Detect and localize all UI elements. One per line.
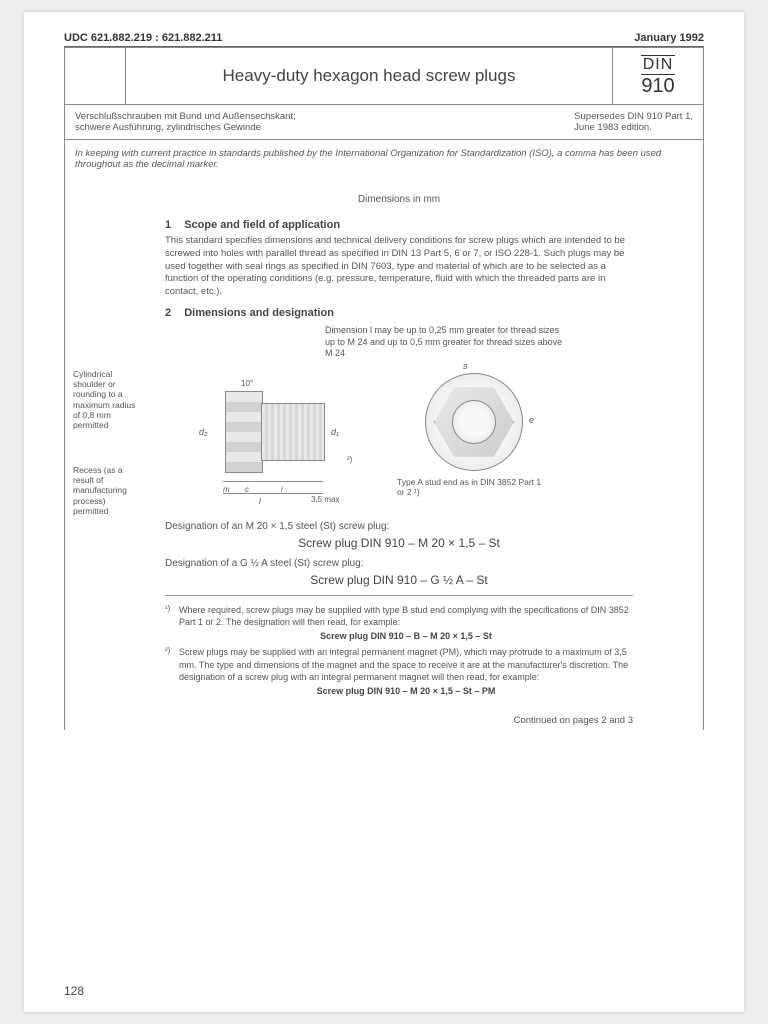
german-subtitle: Verschlußschrauben mit Bund und Außensec… [75, 111, 296, 133]
side-view-drawing: 10° d₂ d₁ m c i l 3,5 max ²) [215, 381, 365, 491]
doc-title: Heavy-duty hexagon head screw plugs [126, 48, 613, 104]
section-2-heading: 2 Dimensions and designation [165, 307, 633, 319]
angle-label: 10° [241, 379, 253, 388]
supersedes-note: Supersedes DIN 910 Part 1, June 1983 edi… [574, 111, 693, 133]
section-1-text: This standard specifies dimensions and t… [165, 235, 633, 299]
footnote-1: ¹) Where required, screw plugs may be su… [165, 604, 633, 642]
hex-outer-circle [425, 373, 523, 471]
shoulder-label: Cylindrical shoulder or rounding to a ma… [73, 369, 143, 430]
designation-1-lead: Designation of an M 20 × 1,5 steel (St) … [165, 521, 633, 532]
e-label: e [529, 415, 534, 425]
technical-diagram: Dimension l may be up to 0,25 mm greater… [165, 325, 633, 515]
footnote-2: ²) Screw plugs may be supplied with an i… [165, 646, 633, 697]
title-left-cell [65, 48, 126, 104]
max35-label: 3,5 max [311, 495, 339, 504]
body: Dimensions in mm 1 Scope and field of ap… [64, 170, 704, 730]
hex-inner-circle [452, 400, 496, 444]
meta-row: Verschlußschrauben mit Bund und Außensec… [64, 105, 704, 140]
title-box: Heavy-duty hexagon head screw plugs DIN … [64, 47, 704, 105]
d2-label: d₂ [199, 427, 207, 437]
din-number: 910 [641, 75, 674, 98]
d1-label: d₁ [331, 427, 339, 437]
recess-label: Recess (as a result of manufacturing pro… [73, 465, 143, 516]
dimension-l-note: Dimension l may be up to 0,25 mm greater… [325, 325, 565, 360]
udc-code: UDC 621.882.219 : 621.882.211 [64, 32, 222, 44]
din-label: DIN [641, 55, 676, 75]
page-number: 128 [64, 984, 84, 998]
footnote-2-example: Screw plug DIN 910 – M 20 × 1,5 – St – P… [179, 685, 633, 697]
designation-2-formula: Screw plug DIN 910 – G ½ A – St [165, 573, 633, 587]
designation-2-lead: Designation of a G ½ A steel (St) screw … [165, 558, 633, 569]
footnote-1-example: Screw plug DIN 910 – B – M 20 × 1,5 – St [179, 630, 633, 642]
dimensions-unit: Dimensions in mm [165, 194, 633, 205]
standard-number-box: DIN 910 [613, 48, 703, 104]
section-1-heading: 1 Scope and field of application [165, 219, 633, 231]
stud-end-label: Type A stud end as in DIN 3852 Part 1 or… [397, 477, 547, 497]
l-label: l [259, 497, 261, 506]
s-label: s [463, 361, 468, 371]
thread-body-side [261, 403, 325, 461]
hex-head-side [225, 391, 263, 473]
hex-shape [434, 382, 514, 462]
continued-note: Continued on pages 2 and 3 [165, 715, 633, 726]
iso-comma-note: In keeping with current practice in stan… [64, 140, 704, 170]
top-view-drawing: s e [425, 373, 523, 471]
top-bar: UDC 621.882.219 : 621.882.211 January 19… [64, 32, 704, 47]
footnote-rule [165, 595, 633, 596]
footnote2-mark: ²) [347, 455, 352, 464]
issue-date: January 1992 [634, 32, 704, 44]
designation-1-formula: Screw plug DIN 910 – M 20 × 1,5 – St [165, 536, 633, 550]
document-page: UDC 621.882.219 : 621.882.211 January 19… [24, 12, 744, 1012]
